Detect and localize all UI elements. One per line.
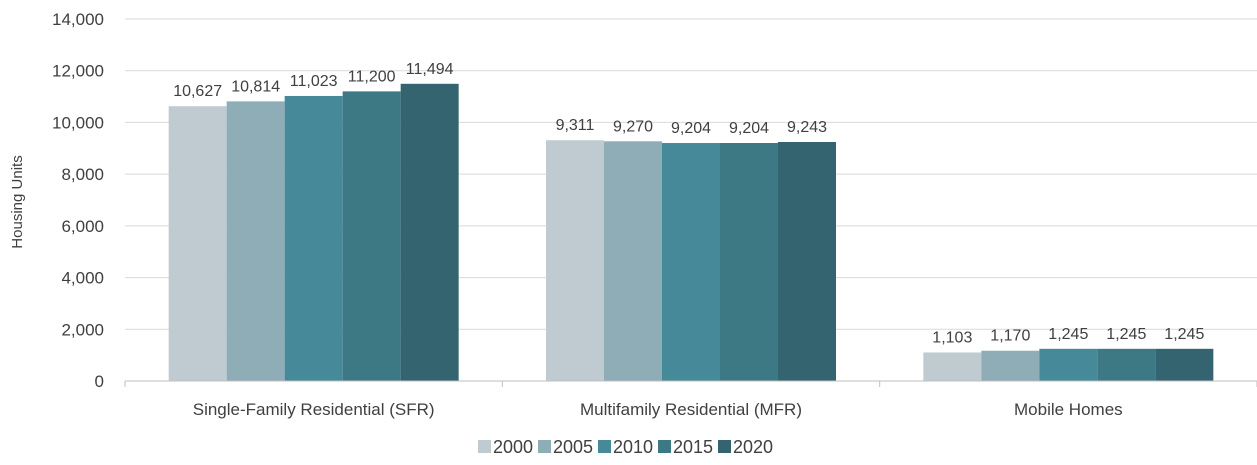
y-axis-tick-labels: 0 2,000 4,000 6,000 8,000 10,000 12,000 14,000	[52, 10, 104, 391]
category-label: Single-Family Residential (SFR)	[193, 400, 435, 419]
y-tick-label: 2,000	[61, 320, 104, 339]
bar	[342, 91, 401, 382]
legend-item: 2000	[478, 437, 533, 457]
x-axis-category-labels: Single-Family Residential (SFR) Multifami…	[193, 400, 1123, 419]
bar	[1097, 348, 1156, 381]
y-tick-label: 0	[95, 372, 104, 391]
bar	[546, 140, 604, 381]
legend-item: 2010	[598, 437, 653, 457]
data-label: 11,200	[348, 68, 396, 85]
y-tick-label: 12,000	[52, 62, 104, 81]
data-label: 9,270	[613, 118, 653, 135]
y-tick-label: 8,000	[61, 165, 104, 184]
legend-swatch	[538, 440, 551, 453]
bar	[604, 141, 662, 381]
data-label: 1,245	[1164, 326, 1204, 343]
bar	[284, 95, 343, 381]
data-label: 9,243	[787, 119, 827, 136]
legend: 2000 2005 2010 2015 2020	[478, 437, 773, 457]
bar	[662, 143, 720, 381]
legend-swatch	[658, 440, 671, 453]
y-tick-label: 6,000	[61, 217, 104, 236]
legend-item: 2015	[658, 437, 713, 457]
bar	[1039, 348, 1098, 381]
category-label: Mobile Homes	[1014, 400, 1123, 419]
bar	[981, 350, 1040, 381]
bar	[1155, 348, 1214, 381]
legend-label: 2020	[733, 437, 773, 457]
legend-item: 2005	[538, 437, 593, 457]
data-label: 9,311	[556, 117, 595, 134]
y-tick-label: 10,000	[52, 113, 104, 132]
bars	[168, 83, 1214, 382]
data-label: 1,245	[1048, 326, 1088, 343]
x-axis	[124, 380, 1257, 387]
data-label: 10,627	[173, 83, 222, 100]
bar	[226, 101, 285, 381]
data-label: 1,170	[990, 328, 1030, 345]
bar	[168, 106, 227, 382]
data-label: 11,023	[290, 73, 338, 90]
data-label: 9,204	[671, 120, 711, 137]
legend-label: 2000	[493, 437, 533, 457]
bar	[720, 143, 778, 381]
bar	[400, 83, 459, 381]
data-label: 1,103	[932, 329, 972, 346]
data-label: 1,245	[1106, 326, 1146, 343]
bar	[778, 142, 836, 381]
legend-swatch	[598, 440, 611, 453]
data-label: 10,814	[231, 78, 280, 95]
bar	[923, 352, 982, 381]
data-label: 9,204	[729, 120, 769, 137]
legend-label: 2015	[673, 437, 713, 457]
legend-item: 2020	[718, 437, 773, 457]
y-axis-title: Housing Units	[9, 155, 26, 248]
category-label: Multifamily Residential (MFR)	[580, 400, 802, 419]
legend-swatch	[478, 440, 491, 453]
y-tick-label: 14,000	[52, 10, 104, 29]
data-labels: 10,627 10,814 11,023 11,200 11,494 9,311 9,270…	[173, 61, 1204, 347]
y-tick-label: 4,000	[61, 269, 104, 288]
data-label: 11,494	[406, 61, 454, 78]
legend-label: 2010	[613, 437, 653, 457]
legend-swatch	[718, 440, 731, 453]
legend-label: 2005	[553, 437, 593, 457]
